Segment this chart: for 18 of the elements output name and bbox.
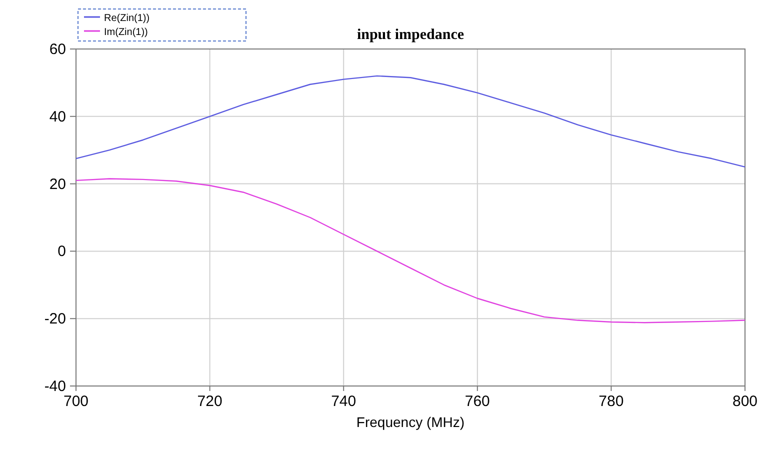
y-tick-label: 0	[58, 243, 66, 260]
x-tick-label: 700	[63, 393, 89, 410]
chart-title: input impedance	[356, 27, 464, 43]
x-tick-label: 740	[331, 393, 356, 410]
line-series	[75, 178, 746, 324]
x-tick-label: 720	[197, 393, 222, 410]
y-tick-label: 60	[49, 41, 66, 58]
y-tick-label: -40	[44, 378, 66, 395]
y-tick-label: 40	[49, 108, 66, 126]
x-axis-title: Frequency (MHz)	[356, 414, 465, 430]
legend-label: Re(Zin(1))	[104, 13, 150, 24]
x-tick-label: 800	[732, 393, 758, 410]
line-series	[75, 75, 746, 168]
y-tick-label: 20	[49, 176, 66, 193]
legend-label: Im(Zin(1))	[104, 27, 148, 38]
x-tick-label: 780	[598, 393, 624, 410]
y-tick-label: -20	[44, 310, 66, 328]
x-tick-label: 760	[464, 393, 490, 410]
